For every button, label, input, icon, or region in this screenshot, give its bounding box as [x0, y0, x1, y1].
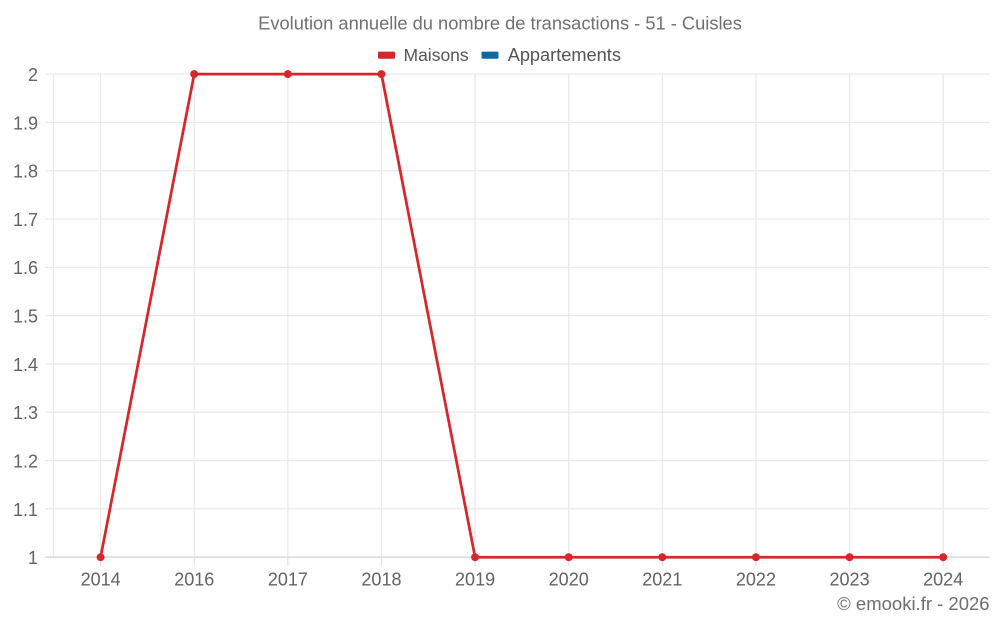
svg-text:Evolution annuelle du nombre d: Evolution annuelle du nombre de transact… — [258, 13, 742, 34]
svg-text:2023: 2023 — [830, 570, 870, 590]
svg-text:2024: 2024 — [923, 570, 963, 590]
svg-text:Maisons: Maisons — [404, 45, 469, 65]
svg-text:1.5: 1.5 — [13, 307, 38, 327]
svg-text:1.7: 1.7 — [13, 210, 38, 230]
svg-text:1: 1 — [28, 548, 38, 568]
svg-text:2: 2 — [28, 65, 38, 85]
svg-text:1.3: 1.3 — [13, 403, 38, 423]
svg-text:Appartements: Appartements — [508, 45, 621, 65]
svg-text:1.9: 1.9 — [13, 113, 38, 133]
svg-text:1.4: 1.4 — [13, 355, 38, 375]
svg-text:2016: 2016 — [174, 570, 214, 590]
svg-text:2021: 2021 — [642, 570, 682, 590]
svg-text:2022: 2022 — [736, 570, 776, 590]
svg-text:1.1: 1.1 — [13, 500, 38, 520]
svg-text:© emooki.fr - 2026: © emooki.fr - 2026 — [837, 593, 989, 614]
svg-text:1.6: 1.6 — [13, 258, 38, 278]
svg-text:2020: 2020 — [549, 570, 589, 590]
svg-text:1.2: 1.2 — [13, 451, 38, 471]
svg-text:2017: 2017 — [268, 570, 308, 590]
svg-text:2019: 2019 — [455, 570, 495, 590]
svg-text:1.8: 1.8 — [13, 162, 38, 182]
svg-text:2018: 2018 — [361, 570, 401, 590]
svg-text:2014: 2014 — [81, 570, 121, 590]
